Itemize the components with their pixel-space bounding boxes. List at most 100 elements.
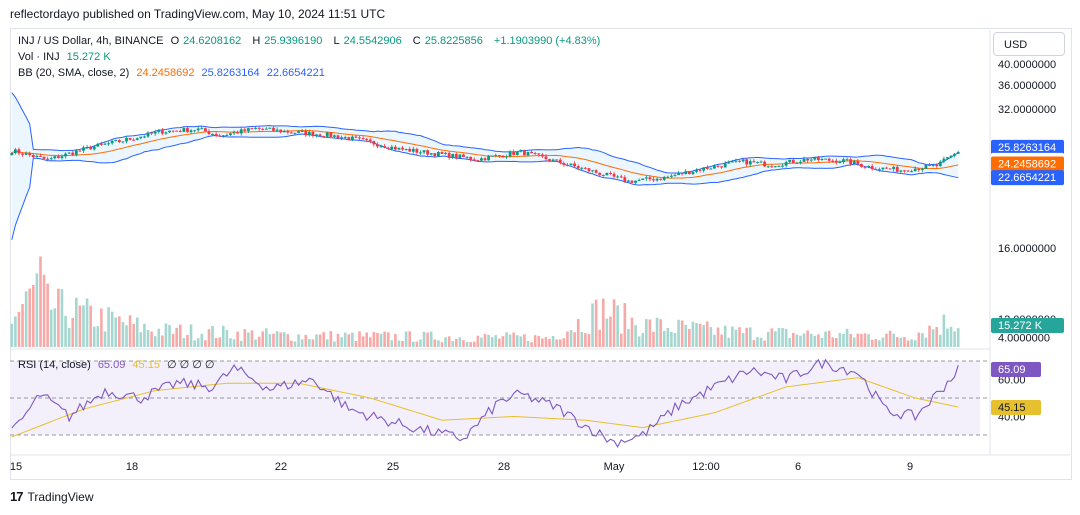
candle-body xyxy=(422,150,426,153)
candle-body xyxy=(849,159,853,165)
volume-label[interactable]: Vol · INJ xyxy=(18,51,60,63)
volume-bar xyxy=(874,339,878,347)
volume-bar xyxy=(863,333,867,347)
rsi-label[interactable]: RSI (14, close) xyxy=(18,359,91,371)
volume-bar xyxy=(817,334,820,347)
candle-body xyxy=(687,171,691,175)
volume-bar xyxy=(576,319,580,347)
volume-bar xyxy=(895,337,899,347)
chart-frame[interactable] xyxy=(10,28,1072,480)
candle-body xyxy=(867,166,870,168)
volume-bar xyxy=(723,325,727,347)
price-label-text-bb-upper: 25.8263164 xyxy=(998,142,1056,154)
volume-bar xyxy=(867,334,870,347)
volume-bar xyxy=(21,304,24,347)
candle-body xyxy=(709,168,713,170)
price-label-bb-upper xyxy=(991,139,1064,155)
volume-bar xyxy=(103,331,107,347)
rsi-tick-label: 60.00 xyxy=(998,375,1026,387)
bb-legend[interactable]: BB (20, SMA, close, 2) 24.2458692 25.826… xyxy=(18,67,329,79)
volume-bar xyxy=(928,325,931,347)
price-label-bb-lower xyxy=(991,170,1064,186)
volume-bar xyxy=(634,325,637,347)
candle-body xyxy=(827,158,831,161)
rsi-ma-line xyxy=(11,377,959,438)
candle-body xyxy=(268,127,272,129)
volume-bar xyxy=(318,334,322,347)
candle-body xyxy=(229,133,232,136)
candle-body xyxy=(845,159,849,161)
candle-body xyxy=(569,163,573,165)
volume-bar xyxy=(888,330,892,347)
volume-bar xyxy=(365,332,368,347)
bb-lower-value: 22.6654221 xyxy=(266,67,325,79)
candle-body xyxy=(146,132,150,137)
footer[interactable]: 17 TradingView xyxy=(10,489,94,504)
candle-body xyxy=(831,160,835,162)
candle-body xyxy=(748,161,752,165)
candle-body xyxy=(895,166,899,172)
candle-body xyxy=(795,162,799,164)
volume-bar xyxy=(748,327,752,347)
volume-bar xyxy=(10,323,14,347)
volume-legend[interactable]: Vol · INJ 15.272 K xyxy=(18,51,115,63)
candle-body xyxy=(139,136,143,139)
candle-body xyxy=(239,129,243,134)
volume-bar xyxy=(892,333,895,347)
volume-bar xyxy=(451,341,455,347)
candle-body xyxy=(924,164,928,169)
candle-body xyxy=(336,135,340,139)
volume-bar xyxy=(275,331,279,347)
candle-body xyxy=(931,164,935,166)
candle-body xyxy=(318,134,322,137)
candle-body xyxy=(920,168,924,170)
candle-body xyxy=(716,165,720,167)
candle-body xyxy=(189,130,193,133)
volume-bar xyxy=(404,331,408,347)
rsi-pane xyxy=(10,358,990,448)
volume-bar xyxy=(135,317,139,347)
rsi-legend[interactable]: RSI (14, close) 65.09 45.15 ∅ ∅ ∅ ∅ xyxy=(18,358,219,371)
candle-body xyxy=(404,148,408,150)
time-tick-label: 25 xyxy=(387,461,399,473)
volume-bar xyxy=(232,339,236,347)
volume-bar xyxy=(42,274,46,347)
candle-body xyxy=(408,148,412,152)
candle-body xyxy=(917,168,921,170)
candle-body xyxy=(347,137,351,140)
volume-bar xyxy=(71,317,75,347)
candle-body xyxy=(390,146,394,150)
volume-bar xyxy=(705,321,709,347)
volume-bar xyxy=(835,338,838,347)
volume-bar xyxy=(487,334,490,347)
volume-bar xyxy=(838,333,842,347)
currency-button[interactable]: USD xyxy=(993,32,1065,56)
volume-bar xyxy=(498,338,501,347)
candle-body xyxy=(601,174,605,176)
candle-body xyxy=(852,161,856,165)
main-legend[interactable]: INJ / US Dollar, 4h, BINANCE O 24.6208162… xyxy=(18,35,601,47)
volume-bar xyxy=(587,333,591,347)
candle-body xyxy=(659,178,663,180)
volume-bar xyxy=(290,340,293,347)
candle-body xyxy=(580,167,584,169)
volume-bar xyxy=(566,331,569,347)
candle-body xyxy=(677,172,680,176)
bb-label[interactable]: BB (20, SMA, close, 2) xyxy=(18,67,130,79)
candle-body xyxy=(816,157,820,161)
candle-body xyxy=(741,159,745,162)
candle-body xyxy=(397,147,401,150)
volume-bar xyxy=(594,299,598,347)
volume-bar xyxy=(49,309,53,347)
volume-bar xyxy=(612,299,616,347)
candle-body xyxy=(824,158,827,160)
candle-body xyxy=(544,156,548,160)
candle-body xyxy=(53,156,57,159)
candle-body xyxy=(358,137,361,139)
candle-body xyxy=(135,138,139,140)
candle-body xyxy=(444,152,447,154)
symbol-label[interactable]: INJ / US Dollar, 4h, BINANCE xyxy=(18,35,164,47)
volume-bar xyxy=(118,316,121,347)
time-axis: 15 18 22 25 28 May 12:00 6 9 xyxy=(10,461,913,473)
